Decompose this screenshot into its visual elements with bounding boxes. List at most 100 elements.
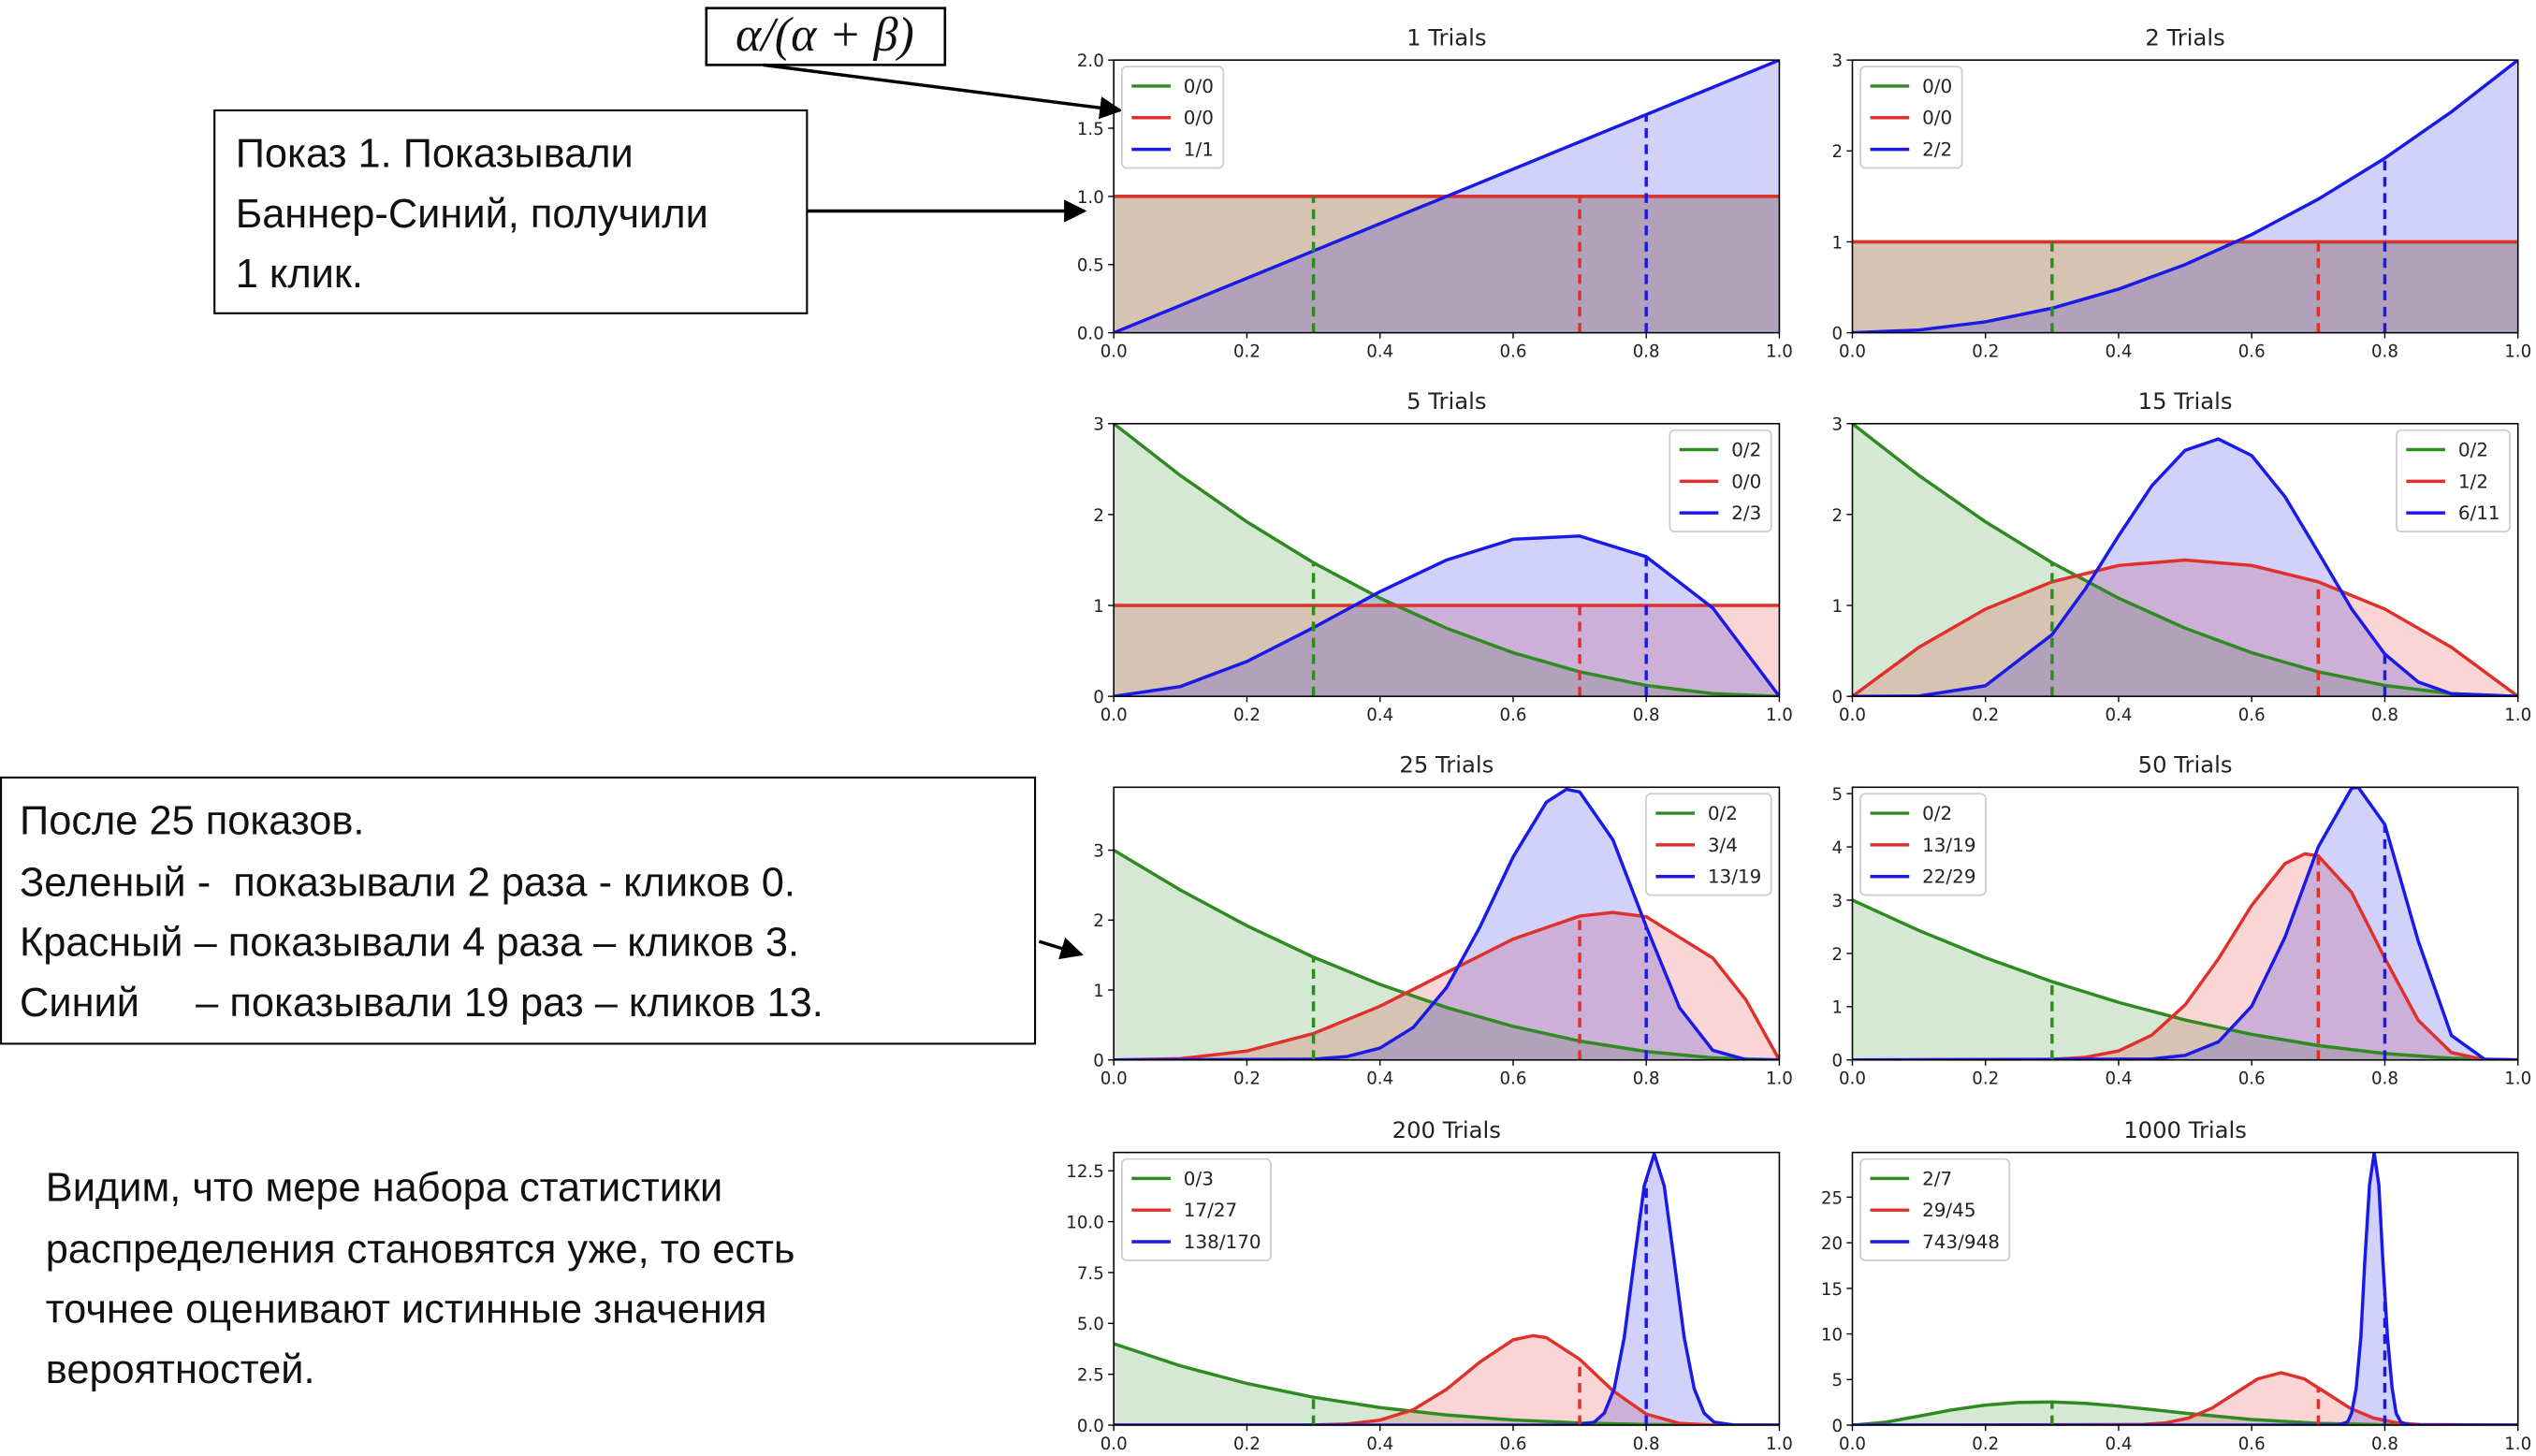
area-fill [1852,423,2518,697]
density-line [1114,534,1780,697]
y-tick-label: 3 [1093,842,1104,862]
area-fill [1852,853,2518,1060]
plot-area [1114,787,1780,1060]
density-line [1114,1152,1780,1426]
note-box [0,776,1037,1045]
y-tick-label: 2 [1831,506,1843,526]
legend-label: 0/2 [1731,438,1761,460]
legend-box [1121,1158,1272,1261]
x-tick-label: 0.8 [2371,342,2398,362]
x-tick-label: 0.8 [1633,1070,1660,1089]
y-tick-label: 10.0 [1066,1213,1104,1232]
legend: 0/0 0/0 1/1 [1121,66,1225,169]
y-tick-label: 0 [1093,1052,1104,1071]
x-tick-label: 0.2 [1972,342,1999,362]
legend-label: 0/0 [1184,107,1214,129]
y-tick-label: 1 [1093,982,1104,1001]
plot-area [1852,60,2518,333]
legend-box [1859,66,1963,169]
plot-area [1852,423,2518,697]
y-tick-label: 1 [1831,998,1843,1018]
x-tick-label: 0.2 [1972,706,1999,725]
y-tick-label: 0 [1831,325,1843,344]
x-tick-label: 0.2 [1233,1434,1261,1454]
legend: 0/3 17/27 138/170 [1121,1158,1272,1261]
plot-area [1114,60,1780,333]
x-tick-label: 1.0 [2504,706,2531,725]
density-line [1852,787,2518,1060]
area-fill [1114,196,1780,333]
legend-label: 2/3 [1731,502,1761,524]
density-line [1114,787,1780,1060]
legend: 0/0 0/0 2/2 [1859,66,1963,169]
legend-box [1121,66,1225,169]
subplot: 0.0 0.2 0.4 0.6 0.8 1.0 0 1 2 3 15 Trials 0/2 1/2 6/1… [1831,387,2531,725]
x-tick-label: 0.6 [1499,342,1526,362]
y-tick-label: 1 [1093,597,1104,617]
formula: α/(α + β) [736,8,914,62]
x-tick-label: 0.4 [1366,706,1393,725]
area-fill [1114,423,1780,697]
y-tick-label: 25 [1821,1188,1843,1208]
legend-label: 13/19 [1922,834,1975,856]
legend-box [1645,793,1772,896]
y-tick-label: 5 [1831,1371,1843,1390]
y-tick-label: 15 [1821,1280,1843,1300]
note-line: После 25 показов. [20,799,364,844]
y-tick-label: 0.5 [1077,256,1104,276]
area-fill [1114,605,1780,697]
x-tick-label: 0.8 [2371,1070,2398,1089]
x-tick-label: 0.0 [1100,1434,1128,1454]
summary-line: вероятностей. [46,1347,315,1392]
x-tick-label: 0.2 [1972,1070,1999,1089]
legend-label: 3/4 [1708,834,1738,856]
y-tick-label: 5.0 [1077,1315,1104,1334]
arrow [1038,937,1084,960]
subplot: 0.0 0.2 0.4 0.6 0.8 1.0 0 1 2 3 4 5 50 Trials 0/2 13/1… [1831,751,2531,1089]
density-line [1852,60,2518,333]
x-tick-label: 0.4 [1366,1070,1393,1089]
arrow [763,63,1123,120]
x-tick-label: 0.2 [1233,1070,1261,1089]
x-tick-label: 0.2 [1233,342,1261,362]
x-tick-label: 1.0 [2504,1434,2531,1454]
legend-label: 0/0 [1184,75,1214,97]
y-tick-label: 2 [1093,506,1104,526]
x-tick-label: 0.4 [1366,342,1393,362]
area-fill [1852,787,2518,1060]
y-tick-label: 1.0 [1077,188,1104,208]
subplot-title: 15 Trials [2138,387,2233,415]
y-tick-label: 0 [1831,688,1843,707]
x-tick-label: 0.6 [2238,1070,2266,1089]
legend-label: 0/0 [1922,75,1952,97]
plot-area [1852,1152,2518,1426]
x-tick-label: 0.0 [1100,1070,1128,1089]
subplot: 0.0 0.2 0.4 0.6 0.8 1.0 0 1 2 3 5 Trials 0/2 0/0 2/3 [1093,387,1793,725]
x-tick-label: 0.8 [2371,706,2398,725]
formula-box [705,7,947,66]
subplot-title: 1 Trials [1406,24,1486,51]
x-tick-label: 0.6 [1499,1070,1526,1089]
y-tick-label: 1 [1831,597,1843,617]
axes-frame [1851,786,2519,1061]
subplot: 0.0 0.2 0.4 0.6 0.8 1.0 0 1 2 3 25 Trials 0/2 3/4 13/… [1093,751,1793,1089]
x-tick-label: 0.2 [1972,1434,1999,1454]
legend: 0/2 13/19 22/29 [1859,793,1987,896]
note-line: Синий – показывали 19 раз – кликов 13. [20,981,823,1026]
density-line [1114,1333,1780,1426]
plot-area [1114,423,1780,697]
y-tick-label: 0 [1831,1417,1843,1436]
axes-frame [1113,786,1781,1061]
y-tick-label: 10 [1821,1326,1843,1346]
legend-label: 1/2 [2458,470,2488,492]
density-line [1852,898,2518,1060]
subplot: 0.0 0.2 0.4 0.6 0.8 1.0 0.0 2.5 5.0 7.5 10.0 12.5 20… [1066,1116,1793,1454]
note-line: Красный – показывали 4 раза – кликов 3. [20,921,799,966]
summary-line: распределения становятся уже, то есть [46,1228,795,1273]
legend: 0/2 1/2 6/11 [2396,429,2511,532]
x-tick-label: 0.0 [1839,1434,1866,1454]
subplot: 0.0 0.2 0.4 0.6 0.8 1.0 0.0 0.5 1.0 1.5 2.0 1 Trial… [1077,24,1793,362]
note-line: Зеленый - показывали 2 раза - кликов 0. [20,861,795,906]
x-tick-label: 0.4 [2105,706,2132,725]
